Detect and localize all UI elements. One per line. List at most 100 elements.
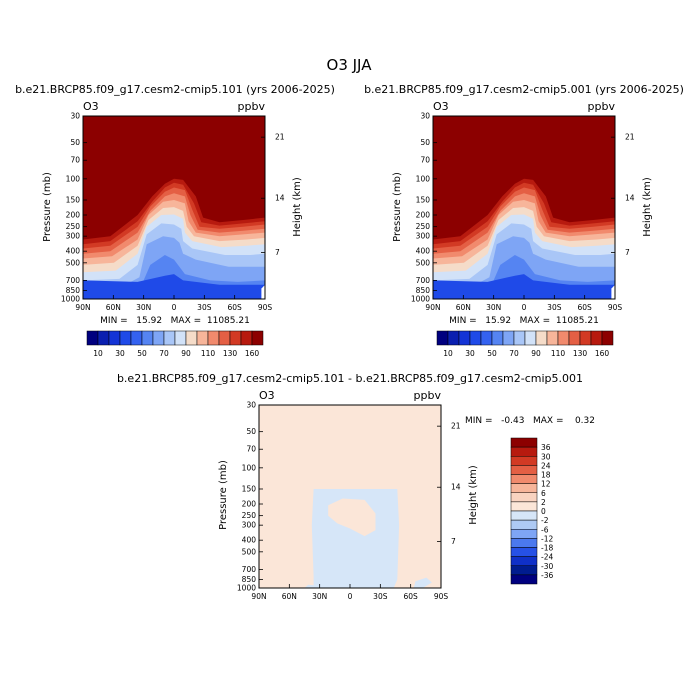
- colorbar-label: 130: [223, 349, 238, 358]
- panel-1-y2label: Height (km): [292, 177, 303, 237]
- colorbar-label: 6: [541, 489, 546, 498]
- colorbar-swatch: [152, 330, 165, 346]
- y-tick-label: 50: [70, 138, 80, 147]
- y-tick-label: 1000: [237, 584, 256, 593]
- x-tick-label: 30S: [197, 303, 212, 312]
- colorbar-label: 18: [541, 471, 551, 480]
- colorbar-swatch: [510, 483, 538, 493]
- colorbar-label: 0: [541, 507, 546, 516]
- y-tick-label: 400: [416, 247, 431, 256]
- x-tick-label: 30S: [547, 303, 562, 312]
- y-tick-label: 300: [242, 521, 257, 530]
- colorbar-label: 110: [201, 349, 216, 358]
- colorbar-swatch: [510, 538, 538, 548]
- y-tick-label: 400: [66, 247, 81, 256]
- colorbar-label: -12: [541, 534, 553, 543]
- colorbar-label: 160: [595, 349, 610, 358]
- y-tick-label: 300: [416, 232, 431, 241]
- colorbar-swatch: [510, 547, 538, 557]
- panel-1-units: ppbv: [238, 100, 266, 113]
- contour-band: [83, 274, 265, 299]
- colorbar-label: -36: [541, 571, 553, 580]
- panel-2-axes: 3050701001502002503004005007008501000211…: [411, 112, 635, 313]
- panel-3-contour-field: [259, 405, 441, 588]
- y-tick-label: 850: [416, 286, 431, 295]
- x-tick-label: 60N: [456, 303, 471, 312]
- y2-tick-label: 7: [451, 537, 456, 546]
- contour-band: [413, 577, 432, 588]
- colorbar-swatch: [86, 330, 99, 346]
- colorbar-swatch: [510, 556, 538, 566]
- colorbar-swatch: [510, 456, 538, 466]
- panel-2-title: b.e21.BRCP85.f09_g17.cesm2-cmip5.001 (yr…: [364, 83, 684, 96]
- panel-3-stats: MIN = -0.43 MAX = 0.32: [465, 416, 595, 426]
- colorbar-label: -30: [541, 562, 553, 571]
- colorbar-swatch: [546, 330, 559, 346]
- y-tick-label: 500: [416, 258, 431, 267]
- colorbar-swatch: [510, 565, 538, 576]
- x-tick-label: 0: [522, 303, 527, 312]
- colorbar-swatch: [97, 330, 110, 346]
- x-tick-label: 90N: [251, 592, 266, 601]
- y2-tick-label: 21: [275, 133, 285, 142]
- panel-3-field-label: O3: [259, 389, 275, 402]
- colorbar-label: 2: [541, 498, 546, 507]
- colorbar-swatch: [510, 501, 538, 512]
- panel-2-contour-field: [433, 116, 615, 299]
- colorbar-swatch: [535, 330, 548, 346]
- y-tick-label: 200: [242, 500, 257, 509]
- y-tick-label: 150: [416, 195, 431, 204]
- colorbar-swatch: [510, 492, 538, 503]
- colorbar-label: 36: [541, 443, 551, 452]
- x-tick-label: 90S: [434, 592, 449, 601]
- colorbar-swatch: [108, 330, 121, 346]
- y-tick-label: 700: [66, 276, 81, 285]
- panel-1-colorbar: 10 30 50 70 90 110 130 160: [86, 330, 264, 358]
- panel-3-ylabel: Pressure (mb): [218, 460, 229, 530]
- colorbar-label: 50: [487, 349, 497, 358]
- x-tick-label: 90N: [425, 303, 440, 312]
- colorbar-swatch: [510, 574, 538, 585]
- colorbar-label: 30: [115, 349, 125, 358]
- colorbar-swatch: [119, 330, 132, 346]
- colorbar-label: 10: [443, 349, 453, 358]
- colorbar-swatch: [510, 437, 538, 448]
- colorbar-swatch: [174, 330, 187, 346]
- colorbar-swatch: [436, 330, 449, 346]
- x-tick-label: 90N: [75, 303, 90, 312]
- colorbar-label: -24: [541, 553, 553, 562]
- y-tick-label: 30: [246, 401, 256, 410]
- colorbar-swatch: [510, 519, 538, 530]
- y-tick-label: 700: [416, 276, 431, 285]
- y2-tick-label: 21: [451, 422, 461, 431]
- colorbar-label: 70: [509, 349, 519, 358]
- page-title: O3 JJA: [327, 56, 373, 74]
- panel-3-y2label: Height (km): [468, 465, 479, 525]
- panel-1-axes: 3050701001502002503004005007008501000211…: [61, 112, 285, 313]
- contour-bands: [433, 116, 615, 299]
- colorbar-swatch: [524, 330, 537, 346]
- colorbar-label: 24: [541, 461, 551, 470]
- colorbar-label: 90: [531, 349, 541, 358]
- y-tick-label: 400: [242, 536, 257, 545]
- x-tick-label: 60S: [578, 303, 593, 312]
- colorbar-swatch: [207, 330, 220, 346]
- panel-2-stats: MIN = 15.92 MAX = 11085.21: [449, 316, 599, 326]
- y-tick-label: 150: [242, 484, 257, 493]
- y-tick-label: 150: [66, 195, 81, 204]
- y-tick-label: 50: [420, 138, 430, 147]
- colorbar-label: 130: [573, 349, 588, 358]
- y2-tick-label: 7: [625, 248, 630, 257]
- colorbar-swatch: [141, 330, 154, 346]
- y2-tick-label: 14: [625, 194, 635, 203]
- colorbar-swatch: [579, 330, 592, 346]
- y-tick-label: 70: [420, 156, 430, 165]
- contour-band: [304, 584, 314, 588]
- orography-mask: [261, 284, 265, 299]
- colorbar-label: 50: [137, 349, 147, 358]
- contour-band: [433, 274, 615, 299]
- contour-bands: [259, 405, 441, 588]
- colorbar-swatch: [557, 330, 570, 346]
